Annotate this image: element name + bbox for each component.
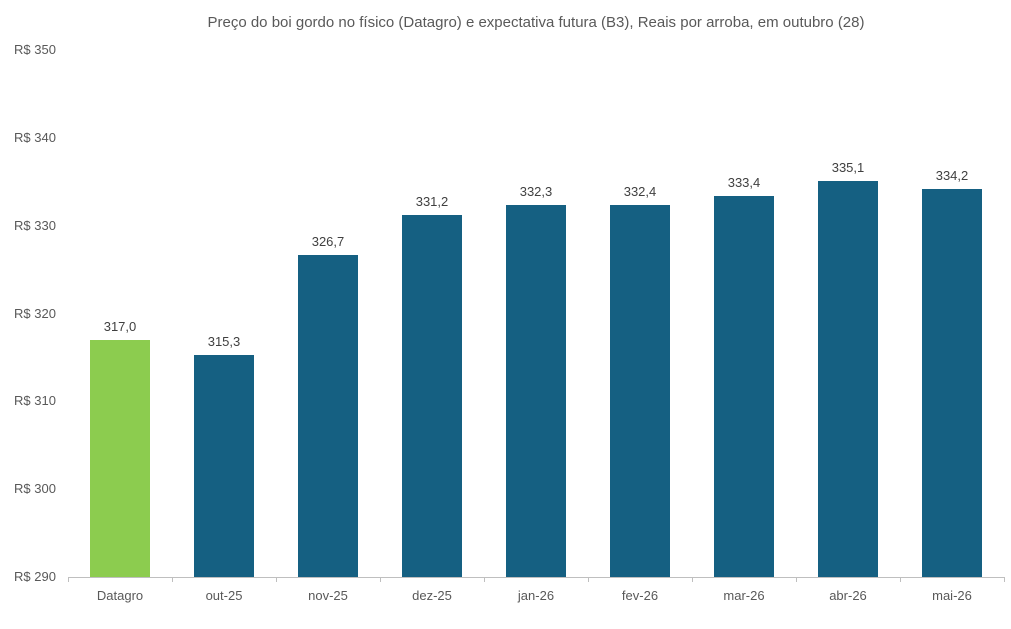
x-axis-tick [588, 577, 589, 582]
bar-value-label: 333,4 [727, 174, 761, 190]
y-axis-tick-label: R$ 340 [14, 129, 56, 145]
x-axis-category-label: out-25 [205, 588, 243, 603]
x-axis-tick [796, 577, 797, 582]
x-axis-category-label: mai-26 [932, 588, 972, 603]
x-axis-category-label: jan-26 [517, 588, 555, 603]
y-axis-tick-label: R$ 320 [14, 305, 56, 321]
x-axis-category-label: abr-26 [829, 588, 867, 603]
bar-value-label: 326,7 [311, 233, 345, 249]
bar-out-25 [194, 354, 254, 577]
x-axis-category-label: nov-25 [308, 588, 348, 603]
bar-value-label: 317,0 [103, 318, 137, 334]
bar-value-label: 331,2 [415, 194, 449, 210]
bar-nov-25 [298, 254, 358, 577]
y-axis-tick-label: R$ 310 [14, 393, 56, 409]
x-axis-tick [380, 577, 381, 582]
bar-value-label: 332,3 [519, 184, 553, 200]
x-axis-tick [1004, 577, 1005, 582]
x-axis-category-label: Datagro [96, 588, 144, 603]
bar-value-label: 315,3 [207, 333, 241, 349]
x-axis-tick [692, 577, 693, 582]
y-axis-tick-label: R$ 290 [14, 569, 56, 584]
chart-title: Preço do boi gordo no físico (Datagro) e… [207, 14, 865, 31]
bar-value-label: 332,4 [623, 183, 657, 199]
bar-dez-25 [402, 215, 462, 577]
bar-mar-26 [714, 195, 774, 577]
x-axis-tick [276, 577, 277, 582]
bar-value-label: 335,1 [831, 159, 865, 175]
x-axis-category-label: mar-26 [723, 588, 765, 603]
y-axis-tick-label: R$ 300 [14, 481, 56, 497]
y-axis-tick-label: R$ 350 [14, 42, 56, 57]
bar-abr-26 [818, 180, 878, 577]
x-axis-category-label: dez-25 [412, 588, 452, 603]
x-axis-tick [900, 577, 901, 582]
x-axis-tick [68, 577, 69, 582]
bar-mai-26 [922, 188, 982, 577]
bar-value-label: 334,2 [935, 167, 969, 183]
x-axis-tick [172, 577, 173, 582]
y-axis-tick-label: R$ 330 [14, 217, 56, 233]
bar-fev-26 [610, 204, 670, 577]
bar-Datagro [90, 339, 150, 577]
bar-jan-26 [506, 205, 566, 577]
x-axis-category-label: fev-26 [621, 588, 659, 603]
x-axis-tick [484, 577, 485, 582]
x-axis-line [68, 577, 1005, 578]
